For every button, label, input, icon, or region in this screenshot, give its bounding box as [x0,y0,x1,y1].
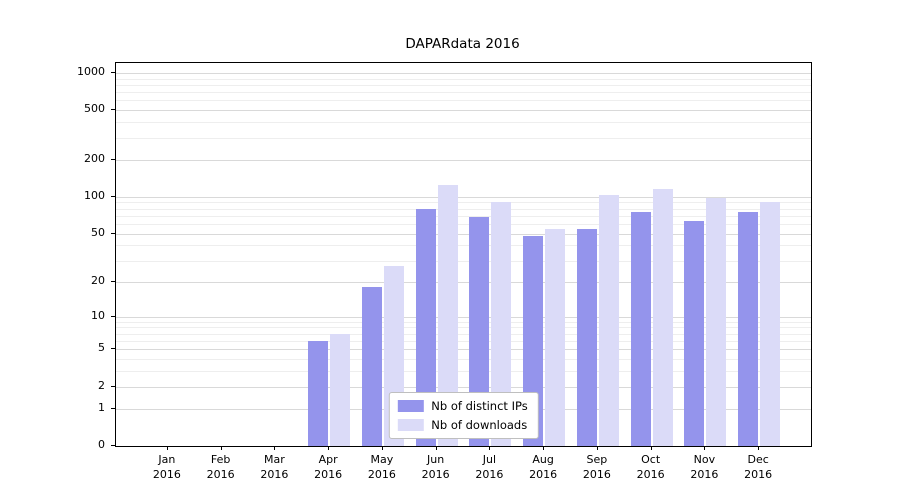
legend-item-distinct-ips: Nb of distinct IPs [397,399,528,413]
minor-gridline [116,122,811,124]
major-gridline [116,159,811,161]
legend-swatch-downloads [397,419,424,431]
major-gridline [116,110,811,112]
minor-gridline [116,84,811,86]
legend-label-distinct-ips: Nb of distinct IPs [431,399,528,413]
y-tick-mark [111,280,115,282]
major-gridline [116,196,811,198]
x-tick-mark [435,446,437,450]
y-tick-label: 50 [91,225,105,239]
x-tick-label: Jan 2016 [152,453,181,481]
legend-swatch-distinct-ips [397,400,424,412]
minor-gridline [116,137,811,139]
x-tick-mark [543,446,545,450]
bar-downloads-aug [545,228,566,446]
major-gridline [116,281,811,283]
minor-gridline [116,327,811,329]
x-tick-mark [220,446,222,450]
bar-downloads-jul [491,202,512,446]
x-tick-mark [328,446,330,450]
x-tick-label: Apr 2016 [314,453,343,481]
bar-distinct-ips-dec [738,212,759,446]
y-tick-mark [111,445,115,446]
x-tick-label: May 2016 [367,453,396,481]
y-tick-mark [111,407,115,409]
y-tick-mark [111,315,115,317]
major-gridline [116,316,811,318]
x-tick-label: Aug 2016 [529,453,558,481]
minor-gridline [116,340,811,342]
x-tick-label: Dec 2016 [744,453,773,481]
y-tick-label: 20 [91,273,105,287]
major-gridline [116,233,811,235]
bar-downloads-jun [437,184,458,446]
x-tick-mark [596,446,598,450]
chart-title: DAPARdata 2016 [405,36,520,52]
x-tick-label: Sep 2016 [582,453,611,481]
x-tick-label: Mar 2016 [260,453,289,481]
major-gridline [116,349,811,351]
y-tick-label: 1000 [77,64,105,78]
minor-gridline [116,78,811,80]
bar-downloads-nov [706,198,727,446]
y-tick-label: 200 [84,151,105,165]
bar-distinct-ips-jun [415,208,436,446]
y-tick-mark [111,109,115,111]
bar-distinct-ips-may [361,287,382,446]
bar-downloads-sep [598,195,619,446]
minor-gridline [116,245,811,247]
legend: Nb of distinct IPs Nb of downloads [388,392,539,439]
bar-distinct-ips-apr [308,340,329,446]
minor-gridline [116,359,811,361]
minor-gridline [116,100,811,102]
x-tick-mark [274,446,276,450]
y-tick-label: 2 [98,378,105,392]
minor-gridline [116,371,811,373]
minor-gridline [116,224,811,226]
legend-item-downloads: Nb of downloads [397,418,527,432]
x-tick-label: Feb 2016 [206,453,235,481]
minor-gridline [116,333,811,335]
y-tick-mark [111,158,115,160]
x-tick-mark [704,446,706,450]
y-tick-mark [111,348,115,350]
minor-gridline [116,215,811,217]
minor-gridline [116,202,811,204]
x-tick-label: Oct 2016 [636,453,665,481]
bar-distinct-ips-sep [576,228,597,446]
y-tick-mark [111,71,115,73]
bar-downloads-oct [652,189,673,446]
y-tick-mark [111,232,115,234]
major-gridline [116,72,811,74]
x-tick-label: Jun 2016 [421,453,450,481]
y-tick-mark [111,385,115,387]
x-tick-mark [381,446,383,450]
x-tick-mark [166,446,168,450]
x-tick-label: Nov 2016 [690,453,719,481]
minor-gridline [116,321,811,323]
y-tick-mark [111,195,115,197]
bar-distinct-ips-nov [684,221,705,446]
bar-downloads-apr [330,333,351,446]
bar-downloads-dec [760,202,781,446]
major-gridline [116,386,811,388]
y-tick-label: 1 [98,400,105,414]
minor-gridline [116,260,811,262]
y-tick-label: 0 [98,438,105,451]
x-tick-label: Jul 2016 [475,453,504,481]
bar-distinct-ips-jul [469,217,490,446]
bar-distinct-ips-oct [630,212,651,446]
minor-gridline [116,208,811,210]
y-tick-label: 500 [84,102,105,116]
y-tick-label: 5 [98,341,105,355]
x-tick-mark [758,446,760,450]
y-tick-label: 100 [84,188,105,202]
legend-label-downloads: Nb of downloads [431,418,528,432]
x-tick-mark [650,446,652,450]
y-tick-label: 10 [91,308,105,322]
x-tick-mark [489,446,491,450]
minor-gridline [116,92,811,94]
plot-area: Nb of distinct IPs Nb of downloads [115,62,812,447]
